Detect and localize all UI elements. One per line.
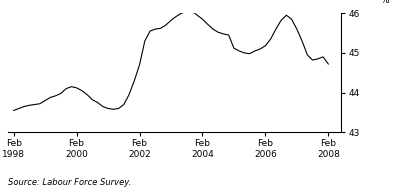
Text: Source: Labour Force Survey.: Source: Labour Force Survey. xyxy=(8,178,131,187)
Text: %: % xyxy=(380,0,389,5)
